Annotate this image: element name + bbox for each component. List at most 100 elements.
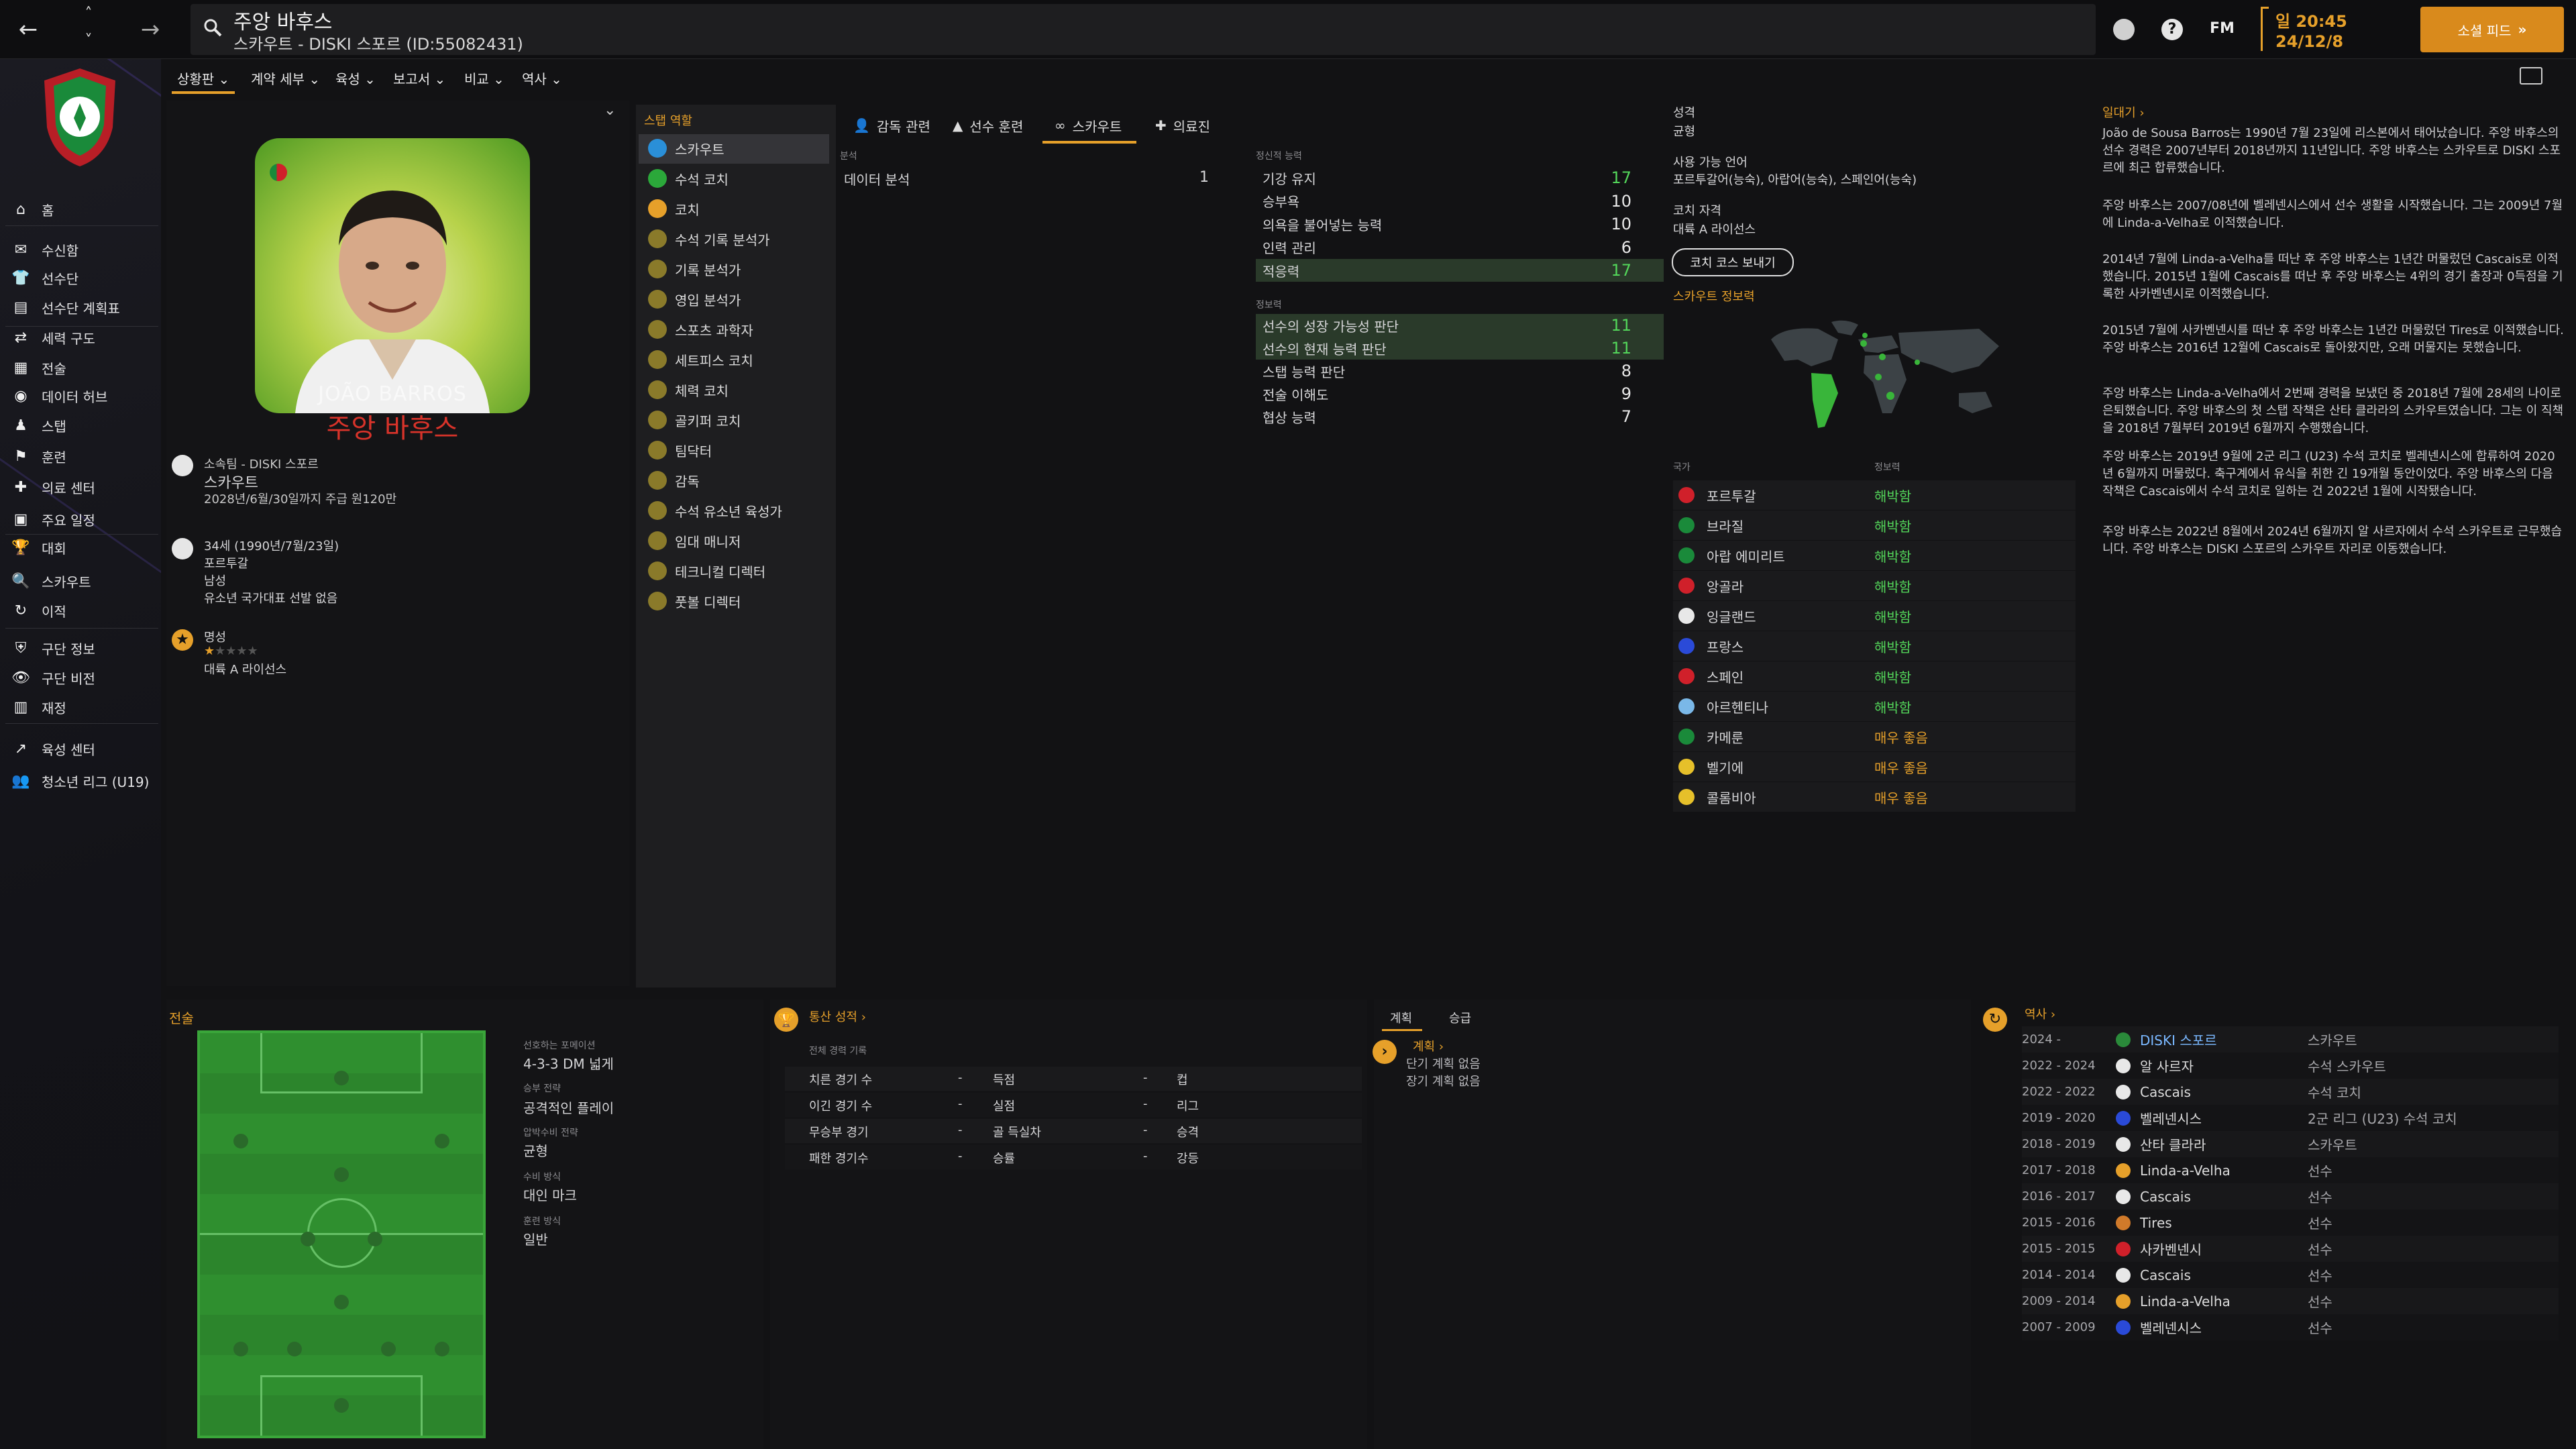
- attribute-row[interactable]: 승부욕 10: [1256, 190, 1664, 213]
- subnav-dashboard[interactable]: 상황판 ⌄: [177, 71, 230, 87]
- subnav-contract[interactable]: 계약 세부 ⌄: [251, 71, 321, 87]
- subnav-development[interactable]: 육성 ⌄: [335, 71, 376, 87]
- forward-icon[interactable]: →: [140, 16, 160, 43]
- sidebar-item[interactable]: 👥 청소년 리그 (U19): [0, 763, 161, 798]
- subnav-reports[interactable]: 보고서 ⌄: [393, 71, 446, 87]
- sidebar-item[interactable]: ▣ 주요 일정: [0, 502, 161, 537]
- staff-role-label: 감독: [675, 473, 700, 490]
- screen-icon[interactable]: [2520, 67, 2542, 85]
- history-row[interactable]: 2014 - 2014 Cascais 선수: [2022, 1262, 2559, 1288]
- bio-title[interactable]: 일대기 ›: [2102, 106, 2145, 120]
- nation-row[interactable]: 브라질 해박함: [1673, 511, 2076, 540]
- attribute-row[interactable]: 적응력 17: [1256, 259, 1664, 282]
- staff-role-item[interactable]: 감독: [643, 466, 828, 494]
- attribute-row[interactable]: 기강 유지 17: [1256, 166, 1664, 189]
- nation-row[interactable]: 콜롬비아 매우 좋음: [1673, 782, 2076, 812]
- nation-row[interactable]: 잉글랜드 해박함: [1673, 601, 2076, 631]
- history-row[interactable]: 2007 - 2009 벨레넨시스 선수: [2022, 1314, 2559, 1340]
- sidebar-item[interactable]: 👕 선수단: [0, 260, 161, 295]
- history-row[interactable]: 2016 - 2017 Cascais 선수: [2022, 1183, 2559, 1210]
- sidebar-icon: ▤: [13, 299, 28, 316]
- sidebar-item[interactable]: 🔍 스카우트: [0, 564, 161, 598]
- sidebar-item[interactable]: ⛨ 구단 정보: [0, 631, 161, 665]
- tactics-title[interactable]: 전술: [169, 1010, 194, 1026]
- fm-logo[interactable]: FM: [2210, 20, 2235, 37]
- nation-row[interactable]: 앙골라 해박함: [1673, 571, 2076, 600]
- history-row[interactable]: 2022 - 2022 Cascais 수석 코치: [2022, 1079, 2559, 1105]
- attribute-row[interactable]: 선수의 성장 가능성 판단 11: [1256, 314, 1664, 337]
- history-row[interactable]: 2017 - 2018 Linda-a-Velha 선수: [2022, 1157, 2559, 1183]
- nation-row[interactable]: 벨기에 매우 좋음: [1673, 752, 2076, 782]
- globe-icon[interactable]: [2113, 19, 2135, 40]
- history-title[interactable]: 역사 ›: [2025, 1008, 2056, 1022]
- tab-scout[interactable]: ∞ 스카우트: [1055, 117, 1122, 135]
- history-row[interactable]: 2015 - 2016 Tires 선수: [2022, 1210, 2559, 1236]
- sidebar-item[interactable]: ▥ 재정: [0, 690, 161, 724]
- sidebar-item[interactable]: ✉ 수신함: [0, 232, 161, 267]
- sidebar-item[interactable]: ↗ 육성 센터: [0, 731, 161, 766]
- staff-role-item[interactable]: 풋볼 디렉터: [643, 587, 828, 615]
- history-row[interactable]: 2018 - 2019 산타 클라라 스카우트: [2022, 1131, 2559, 1157]
- attribute-row[interactable]: 선수의 현재 능력 판단 11: [1256, 337, 1664, 360]
- history-row[interactable]: 2009 - 2014 Linda-a-Velha 선수: [2022, 1288, 2559, 1314]
- sidebar-item[interactable]: ▦ 전술: [0, 350, 161, 385]
- staff-role-item[interactable]: 팀닥터: [643, 436, 828, 464]
- nation-row[interactable]: 카메룬 매우 좋음: [1673, 722, 2076, 751]
- sidebar-item[interactable]: 👁 구단 비전: [0, 660, 161, 695]
- sidebar-item[interactable]: ⚑ 훈련: [0, 439, 161, 474]
- plans-tab[interactable]: 계획: [1390, 1012, 1413, 1026]
- sidebar-item[interactable]: ⌂ 홈: [0, 192, 161, 227]
- staff-role-item[interactable]: 영입 분석가: [643, 285, 828, 313]
- subnav-compare[interactable]: 비교 ⌄: [464, 71, 504, 87]
- sidebar-item[interactable]: ⇄ 세력 구도: [0, 320, 161, 355]
- attribute-row[interactable]: 인력 관리 6: [1256, 236, 1664, 259]
- collapse-chevron-icon[interactable]: ⌄: [604, 102, 616, 119]
- sidebar-item[interactable]: ↻ 이적: [0, 593, 161, 628]
- send-course-button[interactable]: 코치 코스 보내기: [1672, 248, 1794, 276]
- history-row[interactable]: 2015 - 2015 사카벤넨시 선수: [2022, 1236, 2559, 1262]
- staff-role-item[interactable]: 코치: [643, 195, 828, 223]
- sidebar-item[interactable]: 🏆 대회: [0, 530, 161, 565]
- history-row[interactable]: 2022 - 2024 알 사르자 수석 스카우트: [2022, 1053, 2559, 1079]
- history-row[interactable]: 2024 - DISKI 스포르 스카우트: [2022, 1026, 2559, 1053]
- staff-role-item[interactable]: 임대 매니저: [643, 527, 828, 555]
- staff-role-item[interactable]: 수석 유소년 육성가: [643, 496, 828, 525]
- attribute-row[interactable]: 전술 이해도 9: [1256, 382, 1664, 405]
- staff-role-item[interactable]: 스포츠 과학자: [643, 315, 828, 343]
- club-crest[interactable]: [39, 66, 121, 169]
- tab-manager[interactable]: 👤 감독 관련: [853, 117, 930, 135]
- help-icon[interactable]: ?: [2161, 19, 2183, 40]
- up-icon[interactable]: ˄: [85, 5, 93, 22]
- sidebar-item[interactable]: ♟ 스탭: [0, 408, 161, 443]
- nation-row[interactable]: 포르투갈 해박함: [1673, 480, 2076, 510]
- sidebar-item[interactable]: ▤ 선수단 계획표: [0, 290, 161, 325]
- staff-role-item[interactable]: 체력 코치: [643, 376, 828, 404]
- back-icon[interactable]: ←: [18, 16, 38, 43]
- attribute-row[interactable]: 스탭 능력 판단 8: [1256, 360, 1664, 382]
- sidebar-item[interactable]: ✚ 의료 센터: [0, 470, 161, 504]
- history-row[interactable]: 2019 - 2020 벨레넨시스 2군 리그 (U23) 수석 코치: [2022, 1105, 2559, 1131]
- plans-label[interactable]: 계획 ›: [1413, 1040, 1444, 1054]
- staff-role-item[interactable]: 테크니컬 디렉터: [643, 557, 828, 585]
- continue-button[interactable]: 소셜 피드 »: [2420, 7, 2564, 52]
- nation-row[interactable]: 스페인 해박함: [1673, 661, 2076, 691]
- down-icon[interactable]: ˅: [85, 32, 93, 49]
- tab-training[interactable]: ▲ 선수 훈련: [953, 117, 1024, 135]
- attribute-row[interactable]: 의욕을 불어넣는 능력 10: [1256, 213, 1664, 235]
- sidebar-item[interactable]: ◉ 데이터 허브: [0, 378, 161, 413]
- staff-role-item[interactable]: 기록 분석가: [643, 255, 828, 283]
- staff-role-item[interactable]: 세트피스 코치: [643, 345, 828, 374]
- nation-row[interactable]: 아랍 에미리트 해박함: [1673, 541, 2076, 570]
- search-bar[interactable]: 주앙 바후스 스카우트 - DISKI 스포르 (ID:55082431): [191, 4, 2096, 55]
- tab-medical[interactable]: ✚ 의료진: [1155, 117, 1210, 135]
- nation-row[interactable]: 아르헨티나 해박함: [1673, 692, 2076, 721]
- subnav-history[interactable]: 역사 ⌄: [522, 71, 562, 87]
- record-title[interactable]: 통산 성적 ›: [809, 1010, 866, 1024]
- staff-role-item[interactable]: 수석 코치: [643, 164, 828, 193]
- nation-row[interactable]: 프랑스 해박함: [1673, 631, 2076, 661]
- staff-role-item[interactable]: 수석 기록 분석가: [643, 225, 828, 253]
- promotion-tab[interactable]: 승급: [1449, 1012, 1472, 1026]
- attribute-row[interactable]: 협상 능력 7: [1256, 405, 1664, 428]
- staff-role-item[interactable]: 스카우트: [643, 134, 828, 162]
- staff-role-item[interactable]: 골키퍼 코치: [643, 406, 828, 434]
